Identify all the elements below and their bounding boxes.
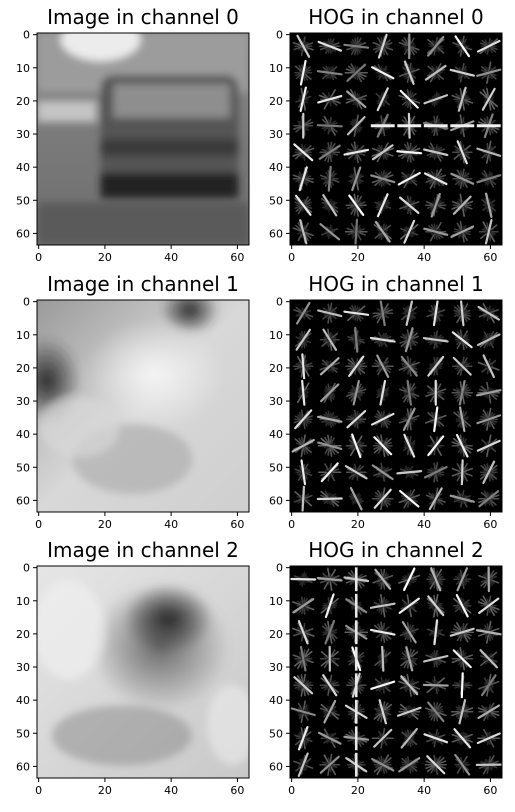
- panel-title: HOG in channel 1: [308, 272, 483, 296]
- panel-title: HOG in channel 0: [308, 5, 483, 29]
- image-panel-channel-1: 0 20 40 60 0 10 20 30 40 50 60 Image in channel 1: [16, 272, 250, 531]
- y-tick-label: 60: [269, 227, 283, 240]
- x-tick-label: 0: [35, 518, 42, 531]
- x-tick-label: 20: [98, 251, 112, 264]
- y-tick-label: 0: [23, 296, 30, 309]
- x-tick-label: 40: [417, 251, 431, 264]
- hog-panel-channel-0: 0 20 40 60 0 10 20 30 40 50 60 HOG in channel 0: [269, 5, 503, 264]
- x-tick-label: 20: [98, 518, 112, 531]
- y-tick-label: 10: [16, 62, 30, 75]
- y-tick-label: 30: [16, 395, 30, 408]
- hog-background: [290, 33, 502, 245]
- panel-title: Image in channel 0: [47, 5, 239, 29]
- panel-body: [37, 300, 249, 512]
- x-tick-label: 60: [230, 251, 244, 264]
- x-tick-label: 40: [417, 518, 431, 531]
- y-tick-label: 50: [269, 461, 283, 474]
- y-tick-label: 60: [16, 227, 30, 240]
- x-tick-label: 20: [98, 784, 112, 797]
- x-tick-label: 20: [351, 784, 365, 797]
- y-tick-label: 60: [16, 760, 30, 773]
- y-tick-label: 20: [16, 362, 30, 375]
- y-tick-label: 60: [269, 760, 283, 773]
- image-panel-channel-0: 0 20 40 60 0 10 20 30 40 50 60 Image in channel 0: [16, 5, 250, 264]
- y-tick-label: 40: [16, 428, 30, 441]
- image-content: [37, 579, 249, 766]
- x-tick-label: 0: [288, 518, 295, 531]
- x-tick-label: 60: [230, 518, 244, 531]
- y-tick-label: 40: [16, 161, 30, 174]
- y-tick-label: 0: [276, 29, 283, 42]
- x-tick-label: 0: [35, 251, 42, 264]
- y-tick-label: 20: [269, 628, 283, 641]
- y-tick-label: 40: [269, 428, 283, 441]
- x-tick-label: 40: [164, 251, 178, 264]
- y-tick-label: 20: [269, 362, 283, 375]
- hog-glyphs: [290, 566, 502, 777]
- y-tick-label: 50: [269, 727, 283, 740]
- x-tick-label: 40: [164, 518, 178, 531]
- panel-body: [290, 33, 502, 245]
- x-tick-label: 60: [230, 784, 244, 797]
- y-tick-label: 30: [269, 395, 283, 408]
- panel-body: [37, 566, 249, 778]
- y-tick-label: 0: [276, 296, 283, 309]
- x-tick-label: 0: [288, 784, 295, 797]
- image-panel-channel-2: 0 20 40 60 0 10 20 30 40 50 60 Image in channel 2: [16, 538, 250, 797]
- panel-title: Image in channel 2: [47, 538, 239, 562]
- y-tick-label: 0: [23, 29, 30, 42]
- y-tick-label: 10: [16, 595, 30, 608]
- x-tick-label: 40: [164, 784, 178, 797]
- axes-frame: [36, 565, 250, 779]
- image-content: [37, 33, 249, 245]
- y-tick-label: 10: [269, 595, 283, 608]
- y-tick-label: 20: [16, 95, 30, 108]
- y-tick-label: 40: [269, 694, 283, 707]
- panel-title: HOG in channel 2: [308, 538, 483, 562]
- y-tick-label: 0: [23, 562, 30, 575]
- x-tick-label: 0: [35, 784, 42, 797]
- x-tick-label: 20: [351, 518, 365, 531]
- axes-frame: [289, 565, 503, 779]
- y-tick-label: 40: [269, 161, 283, 174]
- image-content: [37, 300, 224, 494]
- panel-title: Image in channel 1: [47, 272, 239, 296]
- y-tick-label: 50: [16, 461, 30, 474]
- hog-glyphs: [292, 33, 502, 245]
- y-tick-label: 60: [269, 494, 283, 507]
- y-tick-label: 50: [269, 194, 283, 207]
- hog-glyphs: [291, 300, 502, 512]
- y-tick-label: 50: [16, 194, 30, 207]
- y-tick-label: 40: [16, 694, 30, 707]
- x-tick-label: 20: [351, 251, 365, 264]
- y-tick-label: 10: [269, 62, 283, 75]
- y-tick-label: 60: [16, 494, 30, 507]
- hog-panel-channel-1: 0 20 40 60 0 10 20 30 40 50 60 HOG in channel 1: [269, 272, 503, 531]
- axes-frame: [36, 299, 250, 513]
- y-tick-label: 30: [269, 128, 283, 141]
- x-tick-label: 60: [483, 784, 497, 797]
- y-tick-label: 20: [269, 95, 283, 108]
- x-tick-label: 60: [483, 251, 497, 264]
- x-tick-label: 40: [417, 784, 431, 797]
- y-tick-label: 10: [269, 329, 283, 342]
- x-tick-label: 0: [288, 251, 295, 264]
- y-tick-label: 50: [16, 727, 30, 740]
- panel-body: [290, 300, 502, 512]
- axes-frame: [36, 32, 250, 246]
- y-tick-label: 0: [276, 562, 283, 575]
- axes-frame: [289, 299, 503, 513]
- y-tick-label: 30: [269, 661, 283, 674]
- panel-body: [37, 33, 249, 245]
- y-tick-label: 10: [16, 329, 30, 342]
- y-tick-label: 30: [16, 128, 30, 141]
- axes-frame: [289, 32, 503, 246]
- y-tick-label: 20: [16, 628, 30, 641]
- panel-body: [290, 566, 502, 778]
- x-tick-label: 60: [483, 518, 497, 531]
- y-tick-label: 30: [16, 661, 30, 674]
- hog-panel-channel-2: 0 20 40 60 0 10 20 30 40 50 60 HOG in channel 2: [269, 538, 503, 797]
